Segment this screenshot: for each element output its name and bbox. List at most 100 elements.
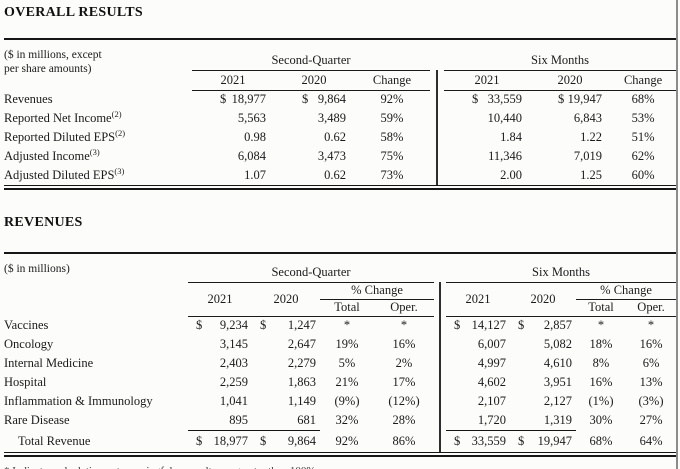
- column-header: 2020: [252, 282, 320, 317]
- section-divider: [434, 354, 447, 373]
- currency-symbol: $: [518, 433, 525, 448]
- value-cell: 5,082: [543, 337, 573, 351]
- table-top-rule: [4, 38, 676, 40]
- pct-total-cell: *: [343, 318, 351, 333]
- table-row: Oncology 3,145 2,647 19% 16% 6,007 5,082…: [4, 335, 676, 354]
- row-label: Oncology: [4, 337, 54, 351]
- pct-oper-cell: *: [647, 318, 655, 333]
- table-bottom-rule: [4, 185, 676, 190]
- value-cell: 681: [297, 412, 316, 427]
- change-cell: 75%: [380, 149, 404, 163]
- row-label: Adjusted Income(3): [4, 147, 192, 166]
- value-cell: 3,145: [219, 337, 248, 351]
- value-cell: 2,647: [287, 337, 316, 351]
- value-cell: $2,857: [518, 318, 573, 333]
- row-label: Reported Diluted EPS(2): [4, 128, 192, 147]
- pct-oper-cell: 2%: [395, 356, 413, 370]
- value-cell: 1,041: [219, 394, 248, 408]
- value-cell: $33,559: [472, 92, 523, 107]
- currency-symbol: $: [454, 318, 461, 333]
- value-cell: 5,563: [237, 111, 266, 125]
- change-cell: 58%: [380, 130, 404, 144]
- pct-oper-cell: 64%: [639, 433, 663, 448]
- column-header: Change: [610, 70, 677, 91]
- revenues-table: ($ in millions) Second-Quarter Six Month…: [4, 254, 677, 452]
- value-cell: 6,007: [477, 337, 507, 351]
- pct-oper-cell: 86%: [392, 433, 416, 448]
- change-cell: 62%: [631, 149, 655, 163]
- value-cell: $14,127: [454, 318, 507, 333]
- value-cell: $9,864: [302, 92, 346, 107]
- row-label-text: Revenues: [4, 92, 53, 106]
- section-divider: [434, 316, 447, 335]
- change-cell: 68%: [631, 92, 655, 107]
- value-cell: 10,440: [487, 111, 523, 125]
- pct-oper-cell: 16%: [392, 337, 416, 351]
- value-cell: 2,279: [287, 356, 316, 370]
- pct-oper-cell: *: [400, 318, 408, 333]
- currency-symbol: $: [558, 92, 565, 107]
- row-label-text: Adjusted Diluted EPS: [4, 168, 115, 182]
- column-header: 2020: [510, 282, 577, 317]
- value-cell: 0.62: [324, 168, 346, 182]
- footnote-marker: (2): [115, 127, 126, 138]
- value-cell: 0.62: [324, 130, 346, 144]
- units-note-line1: ($ in millions, except: [4, 49, 102, 61]
- value-cell: $18,977: [220, 92, 266, 107]
- pct-total-cell: 92%: [335, 433, 359, 448]
- change-cell: 73%: [380, 168, 404, 182]
- footnote-marker: (2): [111, 108, 122, 119]
- section-divider: [430, 128, 445, 147]
- value-cell: 1,149: [287, 394, 316, 408]
- value-cell: 1.07: [244, 168, 266, 182]
- section-divider: [434, 335, 447, 354]
- value-cell: $19,947: [558, 92, 603, 107]
- row-label: Reported Net Income(2): [4, 109, 192, 128]
- value-cell: 1.25: [580, 168, 603, 182]
- pct-oper-cell: 13%: [639, 375, 663, 389]
- units-note: ($ in millions, except per share amounts…: [4, 40, 192, 90]
- units-note: ($ in millions): [4, 263, 70, 275]
- row-label-text: Adjusted Income: [4, 149, 90, 163]
- section-divider: [430, 90, 445, 109]
- currency-symbol: $: [302, 92, 309, 107]
- currency-symbol: $: [472, 92, 479, 107]
- change-cell: 60%: [631, 168, 655, 182]
- row-label-text: Reported Net Income: [4, 111, 112, 125]
- row-label: Rare Disease: [4, 413, 70, 427]
- table-row: Adjusted Diluted EPS(3) 1.07 0.62 73% 2.…: [4, 166, 676, 185]
- pct-total-cell: (1%): [588, 394, 614, 408]
- row-label: Internal Medicine: [4, 356, 94, 370]
- table-row: Internal Medicine 2,403 2,279 5% 2% 4,99…: [4, 354, 676, 373]
- pct-total-cell: *: [597, 318, 605, 333]
- table-bottom-rule: [4, 452, 676, 457]
- table-row: Hospital 2,259 1,863 21% 17% 4,602 3,951…: [4, 373, 676, 392]
- pct-total-cell: (9%): [334, 394, 360, 408]
- section-divider: [430, 166, 445, 185]
- change-cell: 51%: [631, 130, 655, 144]
- overall-results-table: ($ in millions, except per share amounts…: [4, 40, 677, 185]
- pct-total-cell: 68%: [589, 433, 613, 448]
- pct-subheader: Total: [320, 299, 374, 317]
- table-row: Reported Diluted EPS(2) 0.98 0.62 58% 1.…: [4, 128, 676, 147]
- currency-symbol: $: [196, 318, 203, 333]
- value-cell: 1,319: [543, 412, 573, 427]
- column-header: 2021: [188, 282, 252, 317]
- value-cell: 895: [229, 412, 248, 427]
- pct-change-header: % Change: [320, 282, 435, 300]
- row-label: Revenues: [4, 90, 192, 109]
- row-label-text: Reported Diluted EPS: [4, 130, 116, 144]
- section-divider: [430, 147, 445, 166]
- value-cell: 1,863: [287, 375, 316, 389]
- column-header: 2021: [192, 70, 274, 91]
- pct-oper-cell: (3%): [638, 394, 664, 408]
- value-cell: $19,947: [510, 429, 577, 452]
- value-cell: $1,247: [260, 318, 316, 333]
- value-cell: 2,403: [219, 356, 248, 370]
- pct-total-cell: 5%: [338, 356, 356, 370]
- currency-symbol: $: [260, 318, 267, 333]
- value-cell: 2,127: [543, 394, 573, 408]
- column-header: 2020: [530, 70, 611, 91]
- currency-symbol: $: [196, 433, 203, 448]
